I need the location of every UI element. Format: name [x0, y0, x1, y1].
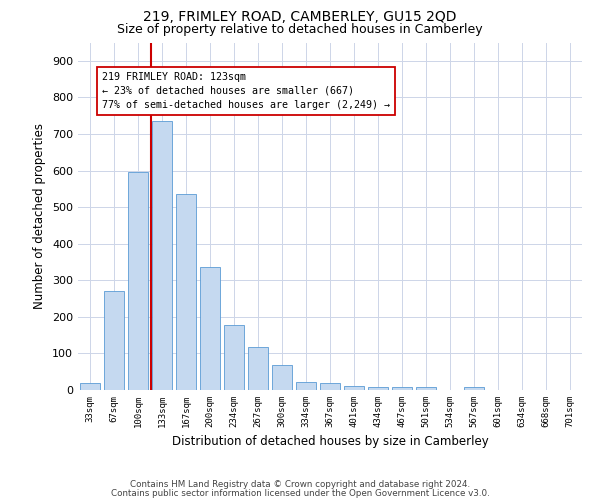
Bar	[248, 347, 268, 390]
Text: 219 FRIMLEY ROAD: 123sqm
← 23% of detached houses are smaller (667)
77% of semi-: 219 FRIMLEY ROAD: 123sqm ← 23% of detach…	[102, 72, 390, 110]
Text: Size of property relative to detached houses in Camberley: Size of property relative to detached ho…	[117, 22, 483, 36]
Bar	[392, 387, 412, 390]
Bar	[344, 386, 364, 390]
Bar	[368, 387, 388, 390]
Bar	[296, 382, 316, 390]
Bar	[128, 172, 148, 390]
Bar	[200, 268, 220, 390]
Bar	[272, 365, 292, 390]
Bar	[104, 291, 124, 390]
Bar	[320, 382, 340, 390]
Text: Contains public sector information licensed under the Open Government Licence v3: Contains public sector information licen…	[110, 488, 490, 498]
Bar	[152, 121, 172, 390]
Y-axis label: Number of detached properties: Number of detached properties	[34, 123, 46, 309]
X-axis label: Distribution of detached houses by size in Camberley: Distribution of detached houses by size …	[172, 436, 488, 448]
Text: 219, FRIMLEY ROAD, CAMBERLEY, GU15 2QD: 219, FRIMLEY ROAD, CAMBERLEY, GU15 2QD	[143, 10, 457, 24]
Bar	[80, 382, 100, 390]
Bar	[176, 194, 196, 390]
Bar	[224, 325, 244, 390]
Bar	[464, 388, 484, 390]
Text: Contains HM Land Registry data © Crown copyright and database right 2024.: Contains HM Land Registry data © Crown c…	[130, 480, 470, 489]
Bar	[416, 388, 436, 390]
